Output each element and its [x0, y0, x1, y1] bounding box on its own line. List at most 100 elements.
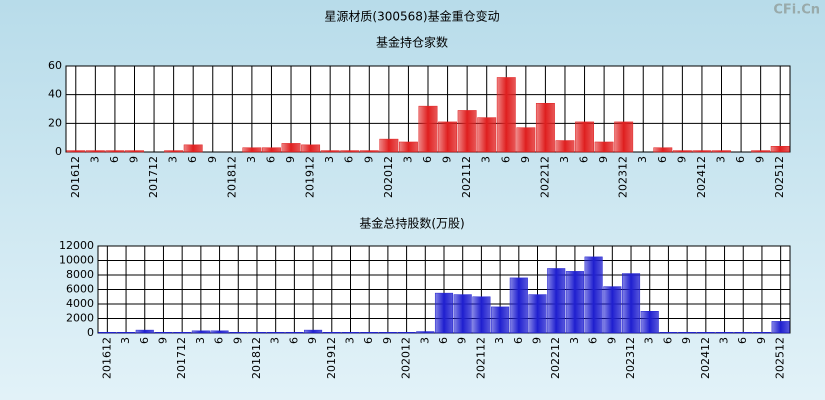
bar — [659, 332, 678, 334]
bar — [678, 332, 697, 334]
bar — [98, 332, 117, 334]
x-tick-label: 3 — [343, 337, 356, 344]
x-tick-label: 9 — [362, 156, 375, 163]
x-tick-label: 3 — [418, 337, 431, 344]
bar — [322, 332, 341, 334]
bar — [266, 332, 285, 334]
bar — [472, 296, 491, 334]
bar — [752, 332, 771, 334]
y-tick-label: 8000 — [66, 268, 94, 281]
x-tick-label: 3 — [167, 156, 180, 163]
y-tick-label: 2000 — [66, 312, 94, 325]
x-tick-label: 202412 — [695, 156, 708, 198]
chart-title: 基金持仓家数 — [376, 35, 448, 50]
bar — [751, 150, 771, 153]
bar — [154, 332, 173, 334]
bar — [416, 331, 435, 334]
bar — [547, 268, 566, 334]
bar — [715, 332, 734, 334]
bar — [594, 141, 614, 153]
x-tick-label: 202212 — [549, 337, 562, 379]
x-tick-label: 6 — [343, 156, 356, 163]
x-tick-label: 9 — [675, 156, 688, 163]
x-tick-label: 6 — [656, 156, 669, 163]
bar — [692, 150, 712, 153]
bar — [173, 332, 192, 334]
bar — [771, 321, 790, 334]
bar — [457, 110, 477, 153]
bar — [164, 150, 184, 153]
x-tick-label: 6 — [213, 337, 226, 344]
x-tick-label: 3 — [568, 337, 581, 344]
bar — [341, 332, 360, 334]
bar — [135, 329, 154, 334]
bar — [398, 141, 418, 153]
bar — [535, 103, 555, 153]
bar — [301, 144, 321, 153]
x-tick-label: 9 — [306, 337, 319, 344]
y-tick-label: 12000 — [59, 239, 94, 252]
bar — [304, 329, 323, 334]
bar — [712, 150, 731, 153]
bar — [434, 292, 454, 334]
x-tick-label: 6 — [264, 156, 277, 163]
x-tick-label: 9 — [284, 156, 297, 163]
x-tick-label: 6 — [287, 337, 300, 344]
bar — [584, 256, 603, 334]
y-tick-label: 60 — [48, 59, 62, 72]
bar — [555, 140, 575, 153]
bar — [340, 150, 360, 153]
x-tick-label: 202512 — [774, 337, 787, 379]
bar — [247, 332, 267, 334]
bar — [320, 150, 340, 153]
x-tick-label: 6 — [734, 156, 747, 163]
x-tick-label: 6 — [736, 337, 749, 344]
x-tick-label: 6 — [437, 337, 450, 344]
bar — [360, 332, 379, 334]
x-tick-label: 9 — [381, 337, 394, 344]
x-tick-label: 202212 — [538, 156, 551, 198]
page-title: 星源材质(300568)基金重仓变动 — [324, 9, 499, 24]
bar — [359, 150, 379, 153]
chart-title: 基金总持股数(万股) — [359, 216, 464, 231]
y-tick-label: 40 — [48, 88, 62, 101]
bar — [509, 277, 528, 334]
bar — [397, 332, 416, 334]
x-tick-label: 3 — [194, 337, 207, 344]
x-tick-label: 202012 — [400, 337, 413, 379]
x-tick-label: 3 — [401, 156, 414, 163]
bar — [281, 143, 301, 153]
x-tick-label: 3 — [643, 337, 656, 344]
bar — [516, 127, 536, 153]
bar — [621, 273, 641, 334]
x-tick-label: 9 — [605, 337, 618, 344]
x-tick-label: 3 — [88, 156, 101, 163]
x-tick-label: 9 — [441, 156, 454, 163]
bar — [85, 150, 105, 153]
bar — [242, 147, 262, 153]
x-tick-label: 201912 — [325, 337, 338, 379]
x-tick-label: 201612 — [100, 337, 113, 379]
x-tick-label: 3 — [718, 337, 731, 344]
x-tick-label: 9 — [206, 156, 219, 163]
bar — [672, 150, 692, 153]
x-tick-label: 6 — [138, 337, 151, 344]
bar — [477, 117, 497, 153]
x-tick-label: 9 — [156, 337, 169, 344]
y-tick-label: 20 — [48, 116, 62, 129]
x-tick-label: 9 — [519, 156, 532, 163]
bar — [379, 138, 399, 153]
bar — [229, 332, 248, 334]
bar — [734, 332, 753, 334]
bar — [191, 330, 210, 334]
x-tick-label: 201712 — [175, 337, 188, 379]
x-tick-label: 3 — [269, 337, 282, 344]
x-tick-label: 9 — [680, 337, 693, 344]
y-tick-label: 0 — [55, 145, 62, 158]
bar — [262, 147, 281, 153]
y-tick-label: 10000 — [59, 254, 94, 267]
x-tick-label: 9 — [456, 337, 469, 344]
x-tick-label: 6 — [661, 337, 674, 344]
x-tick-label: 9 — [127, 156, 140, 163]
